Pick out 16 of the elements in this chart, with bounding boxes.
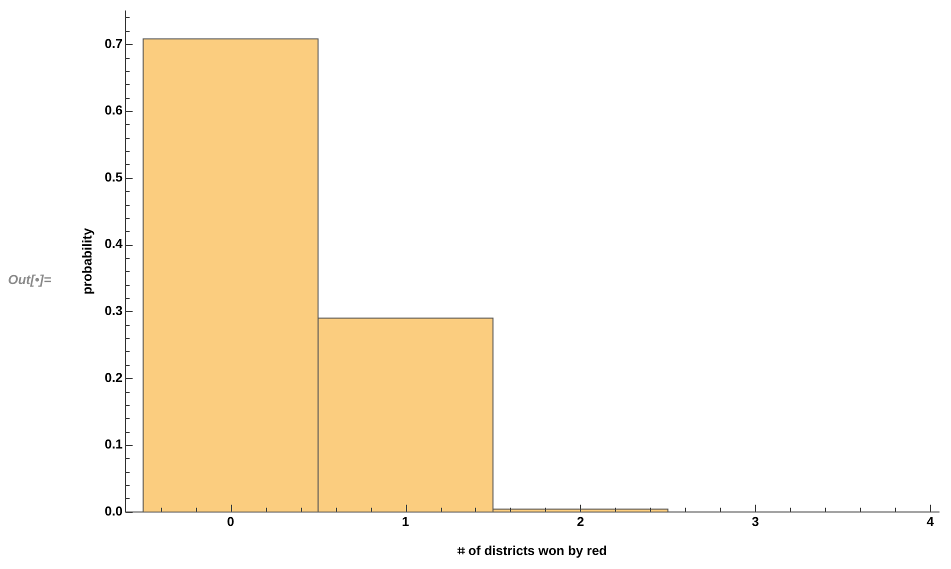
y-tick-label: 0.6 xyxy=(104,102,123,118)
y-tick-label: 0.1 xyxy=(104,436,123,452)
x-tick-label: 4 xyxy=(926,514,935,530)
x-tick-label: 0 xyxy=(227,514,234,530)
y-tick-label: 0.5 xyxy=(104,169,123,184)
y-tick-label: 0.4 xyxy=(104,236,124,252)
text: Out[•]= xyxy=(8,272,52,287)
y-axis-title: probability xyxy=(79,227,94,295)
y-tick-label: 0.2 xyxy=(104,370,123,385)
x-tick-label: 2 xyxy=(576,514,584,530)
x-axis-title: ⌗ of districts won by red xyxy=(456,542,608,558)
x-tick-label: 1 xyxy=(402,514,410,530)
x-tick-label: 3 xyxy=(752,514,759,530)
y-tick-label: 0.3 xyxy=(104,302,123,318)
y-tick-label: 0.0 xyxy=(104,503,123,518)
y-tick-label: 0.7 xyxy=(104,36,123,51)
